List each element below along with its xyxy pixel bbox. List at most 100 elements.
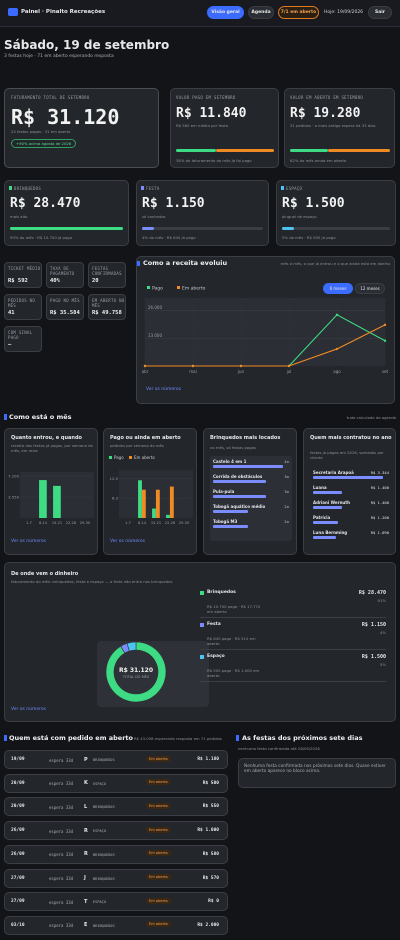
item-value: 3x <box>284 474 289 479</box>
progress <box>282 227 390 230</box>
order-value: R$ 1.180 <box>197 757 219 762</box>
status-badge: Em aberto <box>146 826 171 833</box>
item-name: Luana <box>313 485 327 490</box>
legend-swatch <box>147 286 150 289</box>
nav-button[interactable]: Agenda <box>248 6 274 19</box>
legend-label: Espaço <box>207 654 225 659</box>
kpi-foot: 62% do mês ainda em aberto <box>290 158 347 163</box>
logout-button[interactable]: Sair <box>368 6 392 19</box>
order-wait: espera 33d <box>49 804 74 810</box>
order-row[interactable]: 19/09 espera 33d P BRINQUEDOS Em aberto R$ 1.… <box>4 750 228 769</box>
link[interactable]: Ver os números <box>11 707 47 712</box>
order-value: R$ 580 <box>202 851 219 857</box>
status-badge: Em aberto <box>146 779 171 786</box>
accent <box>137 261 140 266</box>
legend-label: Pago <box>152 286 163 292</box>
point <box>239 364 243 368</box>
stat-card: FESTAS CONFIRMADAS 20 <box>88 262 126 288</box>
stat-card: COM SINAL PAGO — <box>4 326 42 352</box>
empty-state: Nenhuma festa confirmada nos próximos se… <box>238 758 396 788</box>
section-title: Como está o mês <box>9 413 72 421</box>
stat-value: R$ 592 <box>8 278 28 284</box>
y-tick-label: 7.100 <box>8 473 19 478</box>
toggle[interactable]: 12 meses <box>355 283 385 294</box>
card-subtitle: faturamento do mês: brinquedos, festa e … <box>11 579 173 584</box>
legend-share: 5% <box>379 662 386 667</box>
legend-value: R$ 1.150 <box>361 622 386 628</box>
y-tick-label: 6.3 <box>112 496 119 501</box>
status-badge: Em aberto <box>146 921 171 928</box>
legend-value: R$ 28.470 <box>358 590 386 596</box>
item-value: R$ 1.090 <box>370 530 389 535</box>
accent <box>4 735 7 741</box>
y-tick-label: 13.000 <box>148 333 162 338</box>
ranked-list: Secretaria Arapoã R$ 3.344 Luana R$ 1.400 Ad… <box>310 467 392 547</box>
progress <box>328 149 390 152</box>
legend-swatch <box>109 456 112 459</box>
item-bar <box>213 525 248 528</box>
legend-swatch <box>200 623 204 627</box>
order-row[interactable]: 27/09 espera 33d T ESPAÇO Em aberto R$ 0 <box>4 892 228 912</box>
bar <box>152 508 156 518</box>
order-wait: espera 33d <box>49 852 74 858</box>
progress-fill <box>282 227 294 230</box>
legend-label: Em aberto <box>134 455 155 460</box>
kpi-card: VALOR PAGO EM SETEMBRO R$ 11.840 R$ 560 … <box>170 88 279 168</box>
x-tick-label: jun <box>237 369 245 374</box>
card-subtitle: no mês, só festas pagas <box>210 445 256 450</box>
kpi-note: R$ 560 em média por festa <box>176 123 228 128</box>
order-type: BRINQUEDOS <box>93 758 115 762</box>
order-row[interactable]: 03/10 espera 33d E BRINQUEDOS Em aberto R$ 2.… <box>4 915 228 935</box>
order-row[interactable]: 26/09 espera 33d R BRINQUEDOS Em aberto R$ 58… <box>4 844 228 864</box>
bar <box>169 486 174 518</box>
status-badge: Em aberto <box>146 755 171 762</box>
kpi-card: VALOR EM ABERTO EM SETEMBRO R$ 19.280 31… <box>284 88 395 168</box>
legend-detail: R$ 640 pago · R$ 510 em aberto <box>207 636 256 646</box>
order-wait: espera 33d <box>49 876 74 881</box>
nav-button[interactable]: 7/1 em aberto <box>278 6 319 19</box>
nav-button[interactable]: Visão geral <box>207 6 244 19</box>
order-row[interactable]: 27/09 espera 33d J BRINQUEDOS Em aberto R$ 57… <box>4 868 228 888</box>
order-type: BRINQUEDOS <box>93 852 115 857</box>
point <box>383 339 387 342</box>
stat-value: R$ 35.584 <box>50 310 80 316</box>
item-bar <box>213 480 266 483</box>
x-tick-label: ago <box>333 369 341 374</box>
item-value: R$ 1.400 <box>370 500 389 505</box>
kpi-value: R$ 19.280 <box>290 106 361 121</box>
order-row[interactable]: 20/09 espera 33d L BRINQUEDOS Em aberto R$ 55… <box>4 797 228 817</box>
item-value: 3x <box>284 489 289 494</box>
card-title: Brinquedos mais locados <box>210 435 281 441</box>
progress <box>290 149 328 152</box>
card-subtitle: pedidos por semana do mês <box>110 443 164 448</box>
order-row[interactable]: 26/09 espera 33d R ESPAÇO Em aberto R$ 1.000 <box>4 821 228 841</box>
order-type: ESPAÇO <box>93 900 106 905</box>
x-tick-label: mai <box>189 369 196 374</box>
link[interactable]: Ver os números <box>146 387 182 392</box>
toggle[interactable]: 6 meses <box>323 283 353 294</box>
x-tick-label: set <box>382 369 389 374</box>
accent <box>281 186 284 190</box>
order-row[interactable]: 20/09 espera 33d K ESPAÇO Em aberto R$ 500 <box>4 773 228 793</box>
order-wait: espera 33d <box>49 923 74 929</box>
source-card: ESPAÇO R$ 1.500 aluguel de espaço 5% do mês… <box>276 180 396 246</box>
link[interactable]: Ver os números <box>11 539 47 544</box>
x-tick-label: 22-28 <box>66 521 76 525</box>
source-label: FESTA <box>146 186 160 191</box>
point <box>191 364 195 368</box>
stat-label: TAXA DE PAGAMENTO <box>50 266 75 276</box>
divider <box>200 681 386 682</box>
legend-swatch <box>200 591 204 595</box>
card-title: De onde vem o dinheiro <box>11 571 79 577</box>
item-name: Tobogã aquático médio <box>213 504 266 509</box>
item-name: Patrícia <box>313 515 331 520</box>
stat-value: 20 <box>92 278 99 284</box>
order-type: ESPAÇO <box>93 829 106 834</box>
link[interactable]: Ver os números <box>110 539 146 544</box>
order-date: 20/09 <box>11 804 25 810</box>
legend-value: R$ 1.500 <box>361 654 386 660</box>
source-card: BRINQUEDOS R$ 28.470 mais alto 93% do mês ·… <box>4 180 129 246</box>
progress <box>176 149 216 152</box>
bar <box>53 485 61 518</box>
